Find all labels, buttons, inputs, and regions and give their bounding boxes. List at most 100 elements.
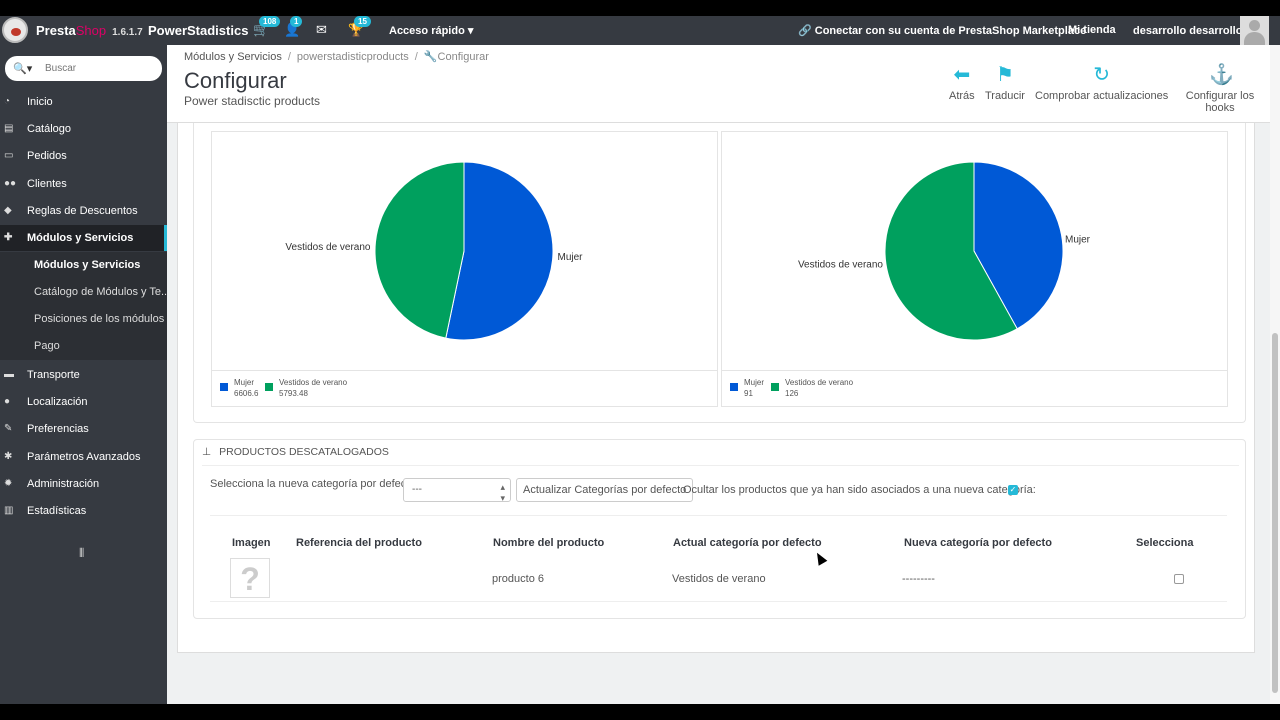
puzzle-icon: ✚ [4, 232, 13, 243]
sidebar-item-transporte[interactable]: ▬ Transporte [0, 362, 167, 388]
user-icon[interactable]: 👤 1 [284, 16, 303, 38]
page-scrollbar[interactable] [1270, 45, 1280, 704]
top-bar: PrestaShop 1.6.1.7 PowerStadistics 🛒 108 👤… [0, 16, 1280, 45]
column-header: Nombre del producto [493, 537, 605, 549]
sidebar-item-clientes[interactable]: ●● Clientes [0, 171, 167, 197]
main-content: Mujer Vestidos de verano Mujer 6606.6 Vest… [167, 45, 1270, 704]
config-panel: Mujer Vestidos de verano Mujer 6606.6 Vest… [177, 123, 1255, 653]
back-button[interactable]: ⬅ Atrás [949, 64, 975, 102]
sidebar-subitem-posiciones[interactable]: Posiciones de los módulos [0, 306, 167, 333]
breadcrumb-separator: / [414, 51, 418, 63]
scrollbar-thumb[interactable] [1272, 333, 1278, 693]
quick-access-menu[interactable]: Acceso rápido ▾ [389, 24, 473, 37]
sidebar-item-descuentos[interactable]: ◆ Reglas de Descuentos [0, 198, 167, 224]
avatar[interactable] [1240, 16, 1269, 45]
no-image-icon: ? [230, 558, 270, 598]
caret-down-icon: ▾ [467, 25, 474, 37]
pie-slice[interactable] [973, 161, 1064, 330]
tag-icon: ◆ [4, 205, 12, 216]
pie-chart-1: Mujer Vestidos de verano [285, 161, 583, 341]
my-shop-link[interactable]: Mi tienda [1068, 24, 1116, 36]
wrench-icon: ✎ [4, 423, 13, 434]
brand-main: Presta [36, 23, 76, 38]
legend-value: 5793.48 [279, 389, 308, 398]
table-divider [210, 601, 1227, 602]
sidebar-item-preferencias[interactable]: ✎ Preferencias [0, 416, 167, 442]
truck-icon: ▬ [4, 369, 14, 380]
chart-box-2: Mujer Vestidos de verano Mujer 91 Vestidos… [721, 131, 1228, 407]
legend-label: Vestidos de verano [785, 378, 854, 387]
sidebar-subitem-catalogo-modulos[interactable]: Catálogo de Módulos y Te... [0, 279, 167, 306]
cart-badge: 108 [259, 16, 281, 27]
breadcrumb-item[interactable]: Módulos y Servicios [184, 51, 282, 63]
anchor-icon: ⚓ [1209, 64, 1234, 86]
sidebar-item-pedidos[interactable]: ▭ Pedidos [0, 143, 167, 169]
select-value: --- [412, 484, 422, 495]
hide-associated-checkbox[interactable]: ✓ [1008, 485, 1018, 495]
sidebar-item-inicio[interactable]: ◔ Inicio [0, 89, 167, 115]
legend-value: 91 [744, 389, 753, 398]
pie-slice[interactable] [884, 161, 1018, 341]
sidebar-item-label: Administración [27, 478, 100, 490]
legend-label: Mujer [234, 378, 255, 387]
select-arrows-icon: ▴ ▾ [500, 482, 505, 503]
flag-icon: ⚑ [996, 64, 1014, 86]
sidebar-item-administracion[interactable]: ✹ Administración [0, 471, 167, 497]
panel-heading-text: PRODUCTOS DESCATALOGADOS [219, 446, 389, 458]
pie-slice-label: Vestidos de verano [285, 242, 370, 253]
configure-hooks-button[interactable]: ⚓ Configurar los hooks [1170, 64, 1270, 114]
search-input[interactable] [45, 60, 155, 77]
table-cell-name: producto 6 [492, 573, 544, 585]
table-cell-new-category: --------- [902, 573, 935, 585]
legend-value: 6606.6 [234, 389, 259, 398]
pie-slice-label: Vestidos de verano [798, 259, 883, 270]
legend-swatch [220, 383, 228, 391]
search-icon[interactable]: 🔍▾ [13, 63, 33, 75]
prestashop-logo-icon[interactable] [2, 17, 28, 43]
collapse-sidebar-icon[interactable]: ⦀ [79, 546, 85, 560]
row-select-checkbox[interactable] [1174, 574, 1184, 584]
toolbar-label: Configurar los hooks [1185, 90, 1255, 114]
quick-access-label: Acceso rápido [389, 25, 465, 37]
pie-chart-2: Mujer Vestidos de verano [798, 161, 1091, 341]
trophy-icon[interactable]: 🏆 15 [348, 16, 371, 38]
marketplace-link[interactable]: 🔗 Conectar con su cuenta de PrestaShop M… [798, 24, 1086, 37]
sidebar-item-localizacion[interactable]: ● Localización [0, 389, 167, 415]
legend-swatch [771, 383, 779, 391]
pie-slice[interactable] [445, 161, 554, 341]
globe-icon: ● [4, 396, 11, 407]
sidebar-item-catalogo[interactable]: ▤ Catálogo [0, 116, 167, 142]
refresh-icon: ↻ [1093, 64, 1111, 86]
column-header: Selecciona [1136, 537, 1194, 549]
chart-box-1: Mujer Vestidos de verano Mujer 6606.6 Vest… [211, 131, 718, 407]
toolbar-label: Traducir [985, 90, 1025, 102]
divider [202, 465, 1239, 466]
shop-name[interactable]: PowerStadistics [148, 23, 249, 38]
new-category-select[interactable]: --- ▴ ▾ [403, 478, 511, 503]
envelope-icon[interactable]: ✉ [316, 22, 327, 37]
update-categories-button[interactable]: Actualizar Categorías por defecto [516, 478, 694, 502]
sidebar-item-parametros[interactable]: ✱ Parámetros Avanzados [0, 444, 167, 470]
sidebar-subitem-pago[interactable]: Pago [0, 333, 167, 360]
translate-button[interactable]: ⚑ Traducir [985, 64, 1025, 102]
bar-chart-icon: ▥ [4, 505, 14, 516]
sidebar-item-modulos[interactable]: ✚ Módulos y Servicios [0, 225, 167, 251]
breadcrumb-item[interactable]: powerstadisticproducts [296, 51, 409, 63]
check-updates-button[interactable]: ↻ Comprobar actualizaciones [1035, 64, 1168, 102]
page-subtitle: Power stadisctic products [184, 94, 321, 108]
legend-text: Mujer 6606.6 [234, 377, 258, 399]
cogs-icon: ✱ [4, 451, 13, 462]
pie-slice[interactable] [374, 161, 465, 339]
sidebar-item-label: Clientes [27, 178, 67, 190]
marketplace-label: Conectar con su cuenta de PrestaShop Mar… [814, 25, 1087, 37]
sidebar-subitem-modulos[interactable]: Módulos y Servicios [0, 252, 167, 279]
charts-panel: Mujer Vestidos de verano Mujer 6606.6 Vest… [193, 123, 1246, 423]
cart-icon[interactable]: 🛒 108 [253, 16, 281, 38]
column-header: Imagen [232, 537, 271, 549]
user-menu[interactable]: desarrollo desarrollo ▾ [1133, 24, 1251, 37]
discontinued-panel: ⊥ PRODUCTOS DESCATALOGADOS Selecciona la … [193, 439, 1246, 619]
sidebar-item-label: Pedidos [27, 150, 67, 162]
sidebar-item-label: Preferencias [27, 423, 89, 435]
sidebar-item-estadisticas[interactable]: ▥ Estadísticas [0, 498, 167, 524]
